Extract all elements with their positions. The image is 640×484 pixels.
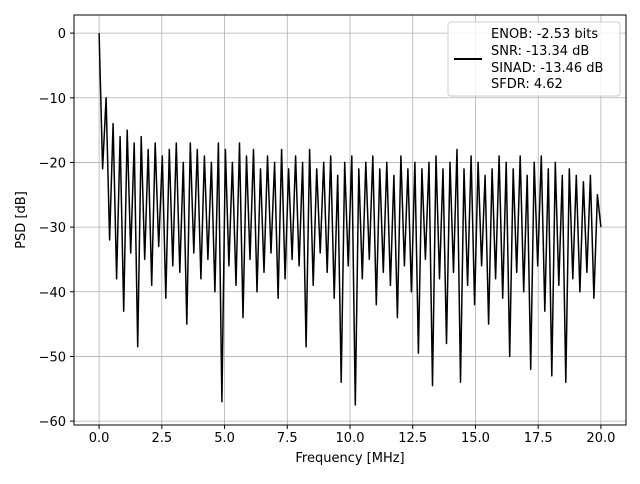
legend-sinad: SINAD: -13.46 dB [491,61,603,76]
legend: ENOB: -2.53 bits SNR: -13.34 dB SINAD: -… [447,21,621,97]
y-tick-label: −20 [39,156,66,171]
ticks: 0.0 2.5 5.0 7.5 10.0 12.5 15.0 17.5 20.0 0 −10 −20 −… [39,27,616,446]
y-tick-label: −10 [39,92,66,107]
x-tick-label: 2.5 [151,431,172,446]
y-tick-label: −40 [39,286,66,301]
legend-sfdr: SFDR: 4.62 [491,77,563,92]
x-tick-label: 20.0 [586,431,615,446]
x-tick-label: 0.0 [89,431,110,446]
y-tick-label: −60 [39,415,66,430]
legend-snr: SNR: -13.34 dB [491,44,589,59]
x-axis-label: Frequency [MHz] [295,451,404,466]
x-tick-label: 7.5 [277,431,298,446]
y-tick-label: −50 [39,350,66,365]
x-tick-label: 17.5 [524,431,553,446]
legend-enob: ENOB: -2.53 bits [491,27,598,42]
psd-series-line [98,33,602,406]
x-tick-label: 12.5 [398,431,427,446]
y-tick-label: −30 [39,221,66,236]
x-tick-label: 15.0 [461,431,490,446]
x-tick-label: 10.0 [336,431,365,446]
plot-area [98,33,602,406]
y-tick-label: 0 [58,27,66,42]
y-axis-label: PSD [dB] [14,191,29,249]
legend-box [447,21,621,97]
x-tick-label: 5.0 [214,431,235,446]
